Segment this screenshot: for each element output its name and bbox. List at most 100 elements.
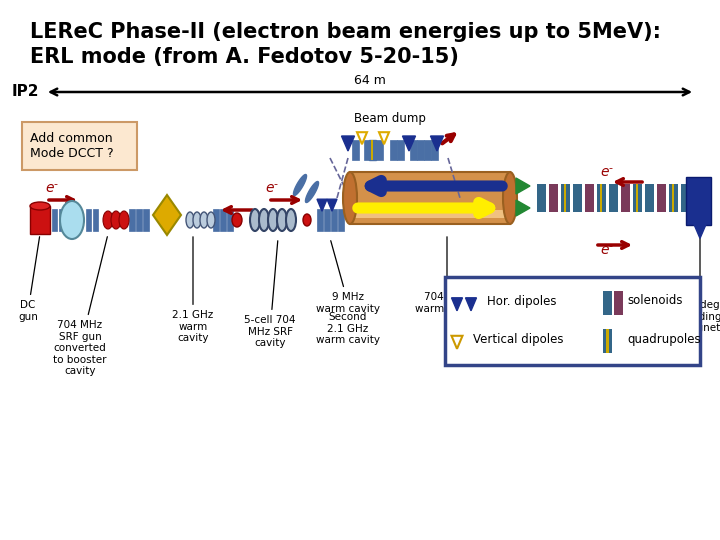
Ellipse shape	[259, 209, 269, 231]
Bar	[606, 329, 609, 353]
Bar	[657, 184, 666, 212]
Bar	[669, 184, 678, 212]
Bar	[645, 184, 654, 212]
Bar	[86, 209, 91, 231]
Bar	[445, 277, 700, 365]
Ellipse shape	[207, 212, 215, 228]
Bar	[573, 184, 582, 212]
Text: quadrupoles: quadrupoles	[627, 333, 701, 346]
Ellipse shape	[503, 172, 517, 224]
Polygon shape	[516, 200, 530, 216]
Bar	[317, 209, 323, 231]
Text: IP2: IP2	[12, 84, 40, 99]
Bar	[351, 140, 359, 160]
Ellipse shape	[232, 213, 242, 227]
Polygon shape	[451, 336, 462, 349]
Polygon shape	[317, 199, 327, 211]
Ellipse shape	[119, 211, 129, 229]
Bar	[350, 172, 510, 224]
Polygon shape	[153, 195, 181, 235]
Bar	[136, 209, 142, 231]
Bar	[537, 184, 546, 212]
Text: 9 MHz
warm cavity: 9 MHz warm cavity	[316, 241, 380, 314]
Bar	[371, 140, 373, 160]
Polygon shape	[402, 136, 415, 151]
Polygon shape	[357, 132, 367, 144]
Bar	[22, 122, 137, 170]
Bar	[213, 209, 219, 231]
Bar	[621, 184, 630, 212]
Text: 2.1 GHz
warm
cavity: 2.1 GHz warm cavity	[172, 237, 214, 343]
Bar	[416, 140, 423, 160]
Bar	[331, 209, 337, 231]
Text: -: -	[608, 163, 612, 173]
Bar	[603, 291, 612, 315]
Ellipse shape	[200, 212, 208, 228]
Text: Add common: Add common	[30, 132, 112, 145]
Ellipse shape	[193, 212, 201, 228]
Bar	[410, 140, 416, 160]
Bar	[369, 140, 376, 160]
Text: 5-cell 704
MHz SRF
cavity: 5-cell 704 MHz SRF cavity	[244, 241, 296, 348]
Bar	[585, 184, 594, 212]
Ellipse shape	[277, 209, 287, 231]
Text: e: e	[600, 165, 608, 179]
Bar	[423, 140, 431, 160]
Text: solenoids: solenoids	[627, 294, 683, 307]
Bar	[686, 177, 711, 225]
Text: Beam dump: Beam dump	[354, 112, 426, 125]
Bar	[30, 206, 50, 234]
Ellipse shape	[286, 209, 296, 231]
Bar	[633, 184, 642, 212]
Text: ERL mode (from A. Fedotov 5-20-15): ERL mode (from A. Fedotov 5-20-15)	[30, 47, 459, 67]
Bar	[92, 209, 97, 231]
Text: 180 deg.
bending
magnet: 180 deg. bending magnet	[677, 228, 720, 333]
Bar	[324, 209, 330, 231]
Polygon shape	[694, 225, 706, 238]
Ellipse shape	[303, 214, 311, 226]
Text: Vertical dipoles: Vertical dipoles	[473, 333, 564, 346]
Ellipse shape	[343, 172, 357, 224]
Text: -: -	[273, 179, 277, 189]
Polygon shape	[294, 174, 307, 195]
Ellipse shape	[60, 201, 84, 239]
Text: Mode DCCT ?: Mode DCCT ?	[30, 147, 114, 160]
Bar	[636, 184, 638, 212]
Ellipse shape	[103, 211, 113, 229]
Bar	[431, 140, 438, 160]
Bar	[564, 184, 566, 212]
Bar	[376, 140, 382, 160]
Polygon shape	[451, 298, 462, 311]
Bar	[52, 209, 56, 231]
Text: 704 MHz
warm cavity: 704 MHz warm cavity	[415, 237, 479, 314]
Ellipse shape	[111, 211, 121, 229]
Text: -: -	[608, 241, 612, 251]
Bar	[354, 210, 506, 218]
Polygon shape	[466, 298, 477, 311]
Bar	[227, 209, 233, 231]
Bar	[561, 184, 570, 212]
Text: LEReC Phase-II (electron beam energies up to 5MeV):: LEReC Phase-II (electron beam energies u…	[30, 22, 661, 42]
Bar	[220, 209, 226, 231]
Bar	[597, 184, 606, 212]
Bar	[338, 209, 344, 231]
Text: e: e	[265, 181, 274, 195]
Text: 64 m: 64 m	[354, 74, 386, 87]
Bar	[549, 184, 558, 212]
Bar	[390, 140, 397, 160]
Ellipse shape	[186, 212, 194, 228]
Bar	[672, 184, 674, 212]
Bar	[600, 184, 602, 212]
Polygon shape	[379, 132, 389, 144]
Text: e: e	[600, 243, 608, 257]
Bar	[614, 329, 623, 353]
Bar	[681, 184, 690, 212]
Text: Second
2.1 GHz
warm cavity: Second 2.1 GHz warm cavity	[316, 312, 380, 345]
Bar	[614, 291, 623, 315]
Ellipse shape	[30, 202, 50, 210]
Text: -: -	[53, 179, 57, 189]
Polygon shape	[516, 178, 530, 194]
Bar	[609, 184, 618, 212]
Bar	[143, 209, 149, 231]
Bar	[603, 329, 612, 353]
